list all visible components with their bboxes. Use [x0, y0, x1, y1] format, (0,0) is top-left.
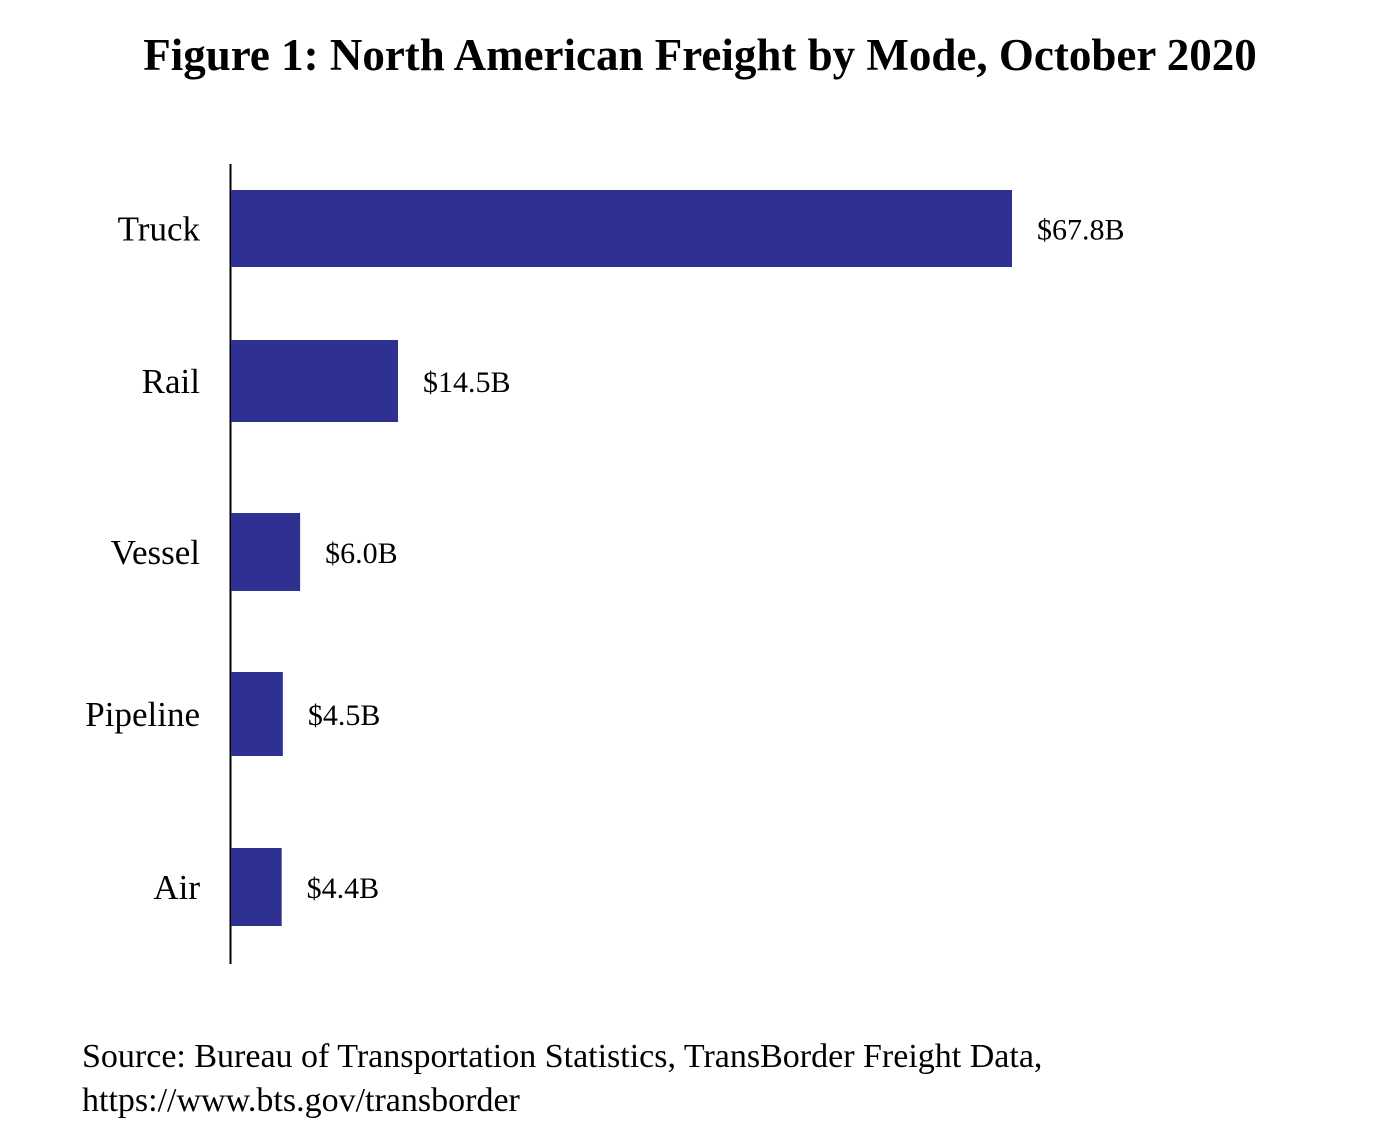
bar-truck	[231, 190, 1012, 267]
value-label-pipeline: $4.5B	[308, 699, 381, 732]
bar-pipeline	[231, 672, 283, 756]
category-label-pipeline: Pipeline	[85, 695, 200, 734]
source-line-1: Source: Bureau of Transportation Statist…	[82, 1038, 1042, 1075]
chart-title: Figure 1: North American Freight by Mode…	[143, 30, 1257, 80]
bar-vessel	[231, 513, 301, 591]
category-label-truck: Truck	[118, 210, 201, 249]
category-label-air: Air	[153, 868, 200, 907]
category-label-vessel: Vessel	[111, 533, 201, 572]
source-line-2: https://www.bts.gov/transborder	[82, 1082, 521, 1119]
value-label-truck: $67.8B	[1037, 214, 1125, 247]
value-label-rail: $14.5B	[423, 366, 511, 399]
bar-rail	[231, 340, 399, 422]
value-label-vessel: $6.0B	[325, 537, 398, 570]
value-label-air: $4.4B	[307, 872, 380, 905]
bars-group: Truck $67.8B Rail $14.5B Vessel $6.0B Pipeline…	[85, 190, 1125, 926]
category-label-rail: Rail	[142, 362, 201, 401]
bar-air	[231, 848, 282, 926]
